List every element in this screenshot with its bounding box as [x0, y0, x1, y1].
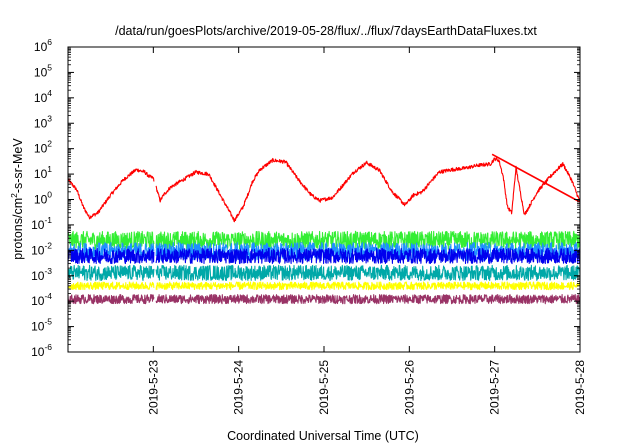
x-tick-label: 2019-5-27: [488, 360, 502, 415]
y-tick-label: 10-2: [31, 240, 52, 257]
y-tick-label: 105: [34, 62, 52, 79]
series-line-5: [67, 264, 581, 282]
y-tick-label: 10-4: [31, 291, 52, 308]
x-tick-label: 2019-5-28: [573, 360, 587, 415]
x-tick-label: 2019-5-24: [232, 360, 246, 415]
y-tick-label: 10-3: [31, 266, 52, 283]
series-line-4: [67, 247, 581, 265]
y-tick-label: 104: [34, 88, 52, 105]
y-axis-label-rest: -s-sr-MeV: [11, 138, 25, 194]
series-line-7: [67, 294, 581, 305]
plot-series: [67, 153, 581, 305]
series-line-0: [67, 157, 581, 223]
y-axis-label-sup: 2: [9, 193, 19, 198]
y-axis-ticks: 10-6 10-5 10-4 10-3 10-2 10-1 100 101 102 103 104 1…: [31, 37, 580, 359]
x-tick-label: 2019-5-25: [317, 360, 331, 415]
y-tick-label: 106: [34, 37, 52, 54]
x-tick-label: 2019-5-23: [146, 360, 160, 415]
series-line-6: [67, 281, 581, 291]
y-axis-label: protons/cm2-s-sr-MeV: [9, 138, 25, 260]
series-line-1: [491, 153, 581, 203]
x-tick-label: 2019-5-26: [402, 360, 416, 415]
x-axis-label: Coordinated Universal Time (UTC): [227, 429, 419, 443]
chart-title: /data/run/goesPlots/archive/2019-05-28/f…: [115, 24, 537, 38]
y-tick-label: 100: [34, 190, 52, 207]
y-tick-label: 10-1: [31, 215, 52, 232]
x-axis-ticks: 2019-5-23 2019-5-24 2019-5-25 2019-5-26 2019…: [146, 47, 587, 415]
y-axis-label-base: protons/cm: [11, 198, 25, 260]
y-tick-label: 10-5: [31, 317, 52, 334]
y-tick-label: 10-6: [31, 342, 52, 359]
y-tick-label: 102: [34, 139, 52, 156]
y-tick-label: 103: [34, 113, 52, 130]
y-tick-label: 101: [34, 164, 52, 181]
